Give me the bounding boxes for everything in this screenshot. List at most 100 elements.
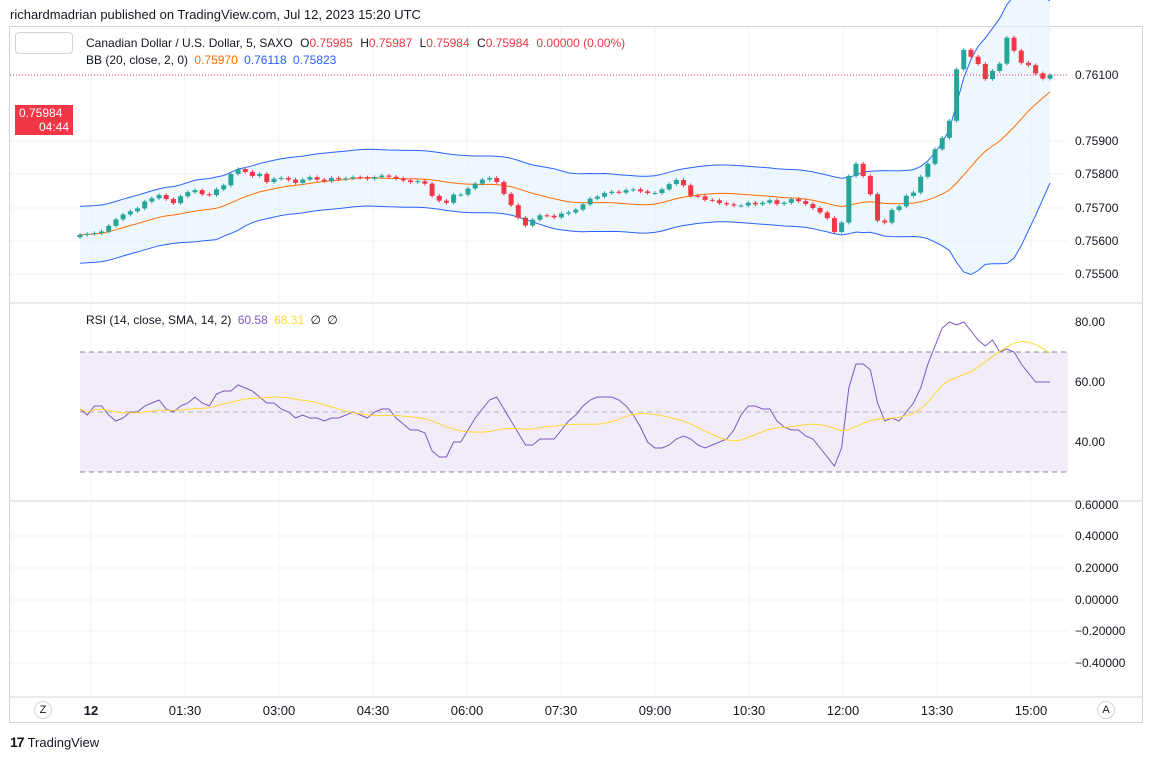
candle-body [487,177,493,180]
symbol-name[interactable]: Canadian Dollar / U.S. Dollar, 5, SAXO [86,36,293,50]
candle-body [501,182,507,194]
low-value: 0.75984 [426,36,470,50]
candle-body [745,202,751,206]
candle-body [853,163,859,176]
candle-body [831,218,837,232]
candle-body [939,137,945,150]
candle-body [767,200,773,203]
candle-body [961,49,967,70]
candle-body [666,184,672,190]
candle-body [386,175,392,177]
candle-body [415,181,421,183]
candle-body [889,210,895,223]
candle-body [738,205,744,207]
candle-body [1033,65,1039,74]
candle-body [343,178,349,180]
candle-body [163,195,169,200]
oscillator-axis-label: 0.20000 [1075,561,1119,575]
candle-body [364,177,370,179]
oscillator-axis-label: 0.60000 [1075,498,1119,512]
candle-body [824,212,830,219]
oscillator-axis-label: 0.40000 [1075,529,1119,543]
candle-body [1025,62,1031,66]
candle-body [918,176,924,193]
candle-body [875,194,881,221]
candle-body [293,179,299,183]
rsi-sma-line [79,340,1051,442]
bb-legend: BB (20, close, 2, 0) 0.75970 0.76118 0.7… [86,53,336,67]
bb-lower-value: 0.75823 [292,53,337,67]
candle-body [443,200,449,203]
candle-body [1047,74,1053,79]
bb-label[interactable]: BB (20, close, 2, 0) [86,53,189,67]
candle-body [673,180,679,185]
rsi-axis-label: 60.00 [1075,375,1105,389]
candle-body [681,180,687,186]
candle-body [616,191,622,193]
price-axis-label: 0.76100 [1075,68,1119,82]
candle-body [544,215,550,217]
footer-brand[interactable]: 17 TradingView [10,734,99,750]
candle-body [106,225,112,232]
close-value: 0.75984 [485,36,530,50]
bollinger-lines [79,0,1051,276]
candle-body [508,193,514,206]
rsi-legend: RSI (14, close, SMA, 14, 2) 60.58 68.31 … [86,313,338,327]
candle-body [465,188,471,195]
bollinger-band-fill [80,0,1050,275]
candle-body [314,177,320,180]
candle-body [695,195,701,197]
time-axis-label: 01:30 [169,703,202,718]
candle-body [458,194,464,196]
auto-scale-button[interactable]: A [1097,701,1115,719]
rsi-sma-value: 68.31 [274,313,305,327]
oscillator-axis-label: 0.00000 [1075,593,1119,607]
candle-body [731,204,737,206]
price-axis-label: 0.75500 [1075,267,1119,281]
time-axis-label: 12 [84,703,98,718]
candle-body [1018,50,1024,63]
zoom-z-button[interactable]: Z [34,701,52,719]
chart-frame [9,26,1143,723]
candle-body [860,163,866,176]
candle-body [774,200,780,204]
candle-body [630,189,636,191]
candle-body [199,190,205,195]
candle-body [716,200,722,204]
price-axis-label: 0.75800 [1075,167,1119,181]
candle-body [192,190,198,193]
candle-body [408,180,414,183]
rsi-label[interactable]: RSI (14, close, SMA, 14, 2) [86,313,232,327]
tradingview-logo-icon: 17 [10,734,25,750]
candle-body [1011,37,1017,51]
candle-body [271,178,277,183]
candle-body [472,183,478,189]
rsi-pane [79,321,1068,473]
candle-body [709,199,715,201]
open-label: O [300,36,310,50]
time-axis-label: 04:30 [357,703,390,718]
bollinger-lower-line [79,182,1051,276]
low-label: L [419,36,427,50]
candle-body [688,185,694,196]
candle-body [142,201,148,209]
candle-body [702,196,708,200]
candles [77,35,1053,240]
main-legend: Canadian Dollar / U.S. Dollar, 5, SAXO O… [86,36,625,50]
candle-body [796,199,802,202]
candle-body [551,215,557,218]
candle-body [537,215,543,220]
candle-body [925,163,931,177]
candle-body [609,191,615,193]
candle-body [393,176,399,179]
candle-body [1004,37,1010,64]
candle-body [307,177,313,180]
candle-body [867,175,873,195]
candle-body [84,233,90,235]
time-axis-label: 09:00 [639,703,672,718]
candle-body [429,183,435,196]
symbol-logo-box[interactable] [15,32,73,54]
candle-body [127,211,133,215]
bollinger-basis-line [79,91,1051,236]
